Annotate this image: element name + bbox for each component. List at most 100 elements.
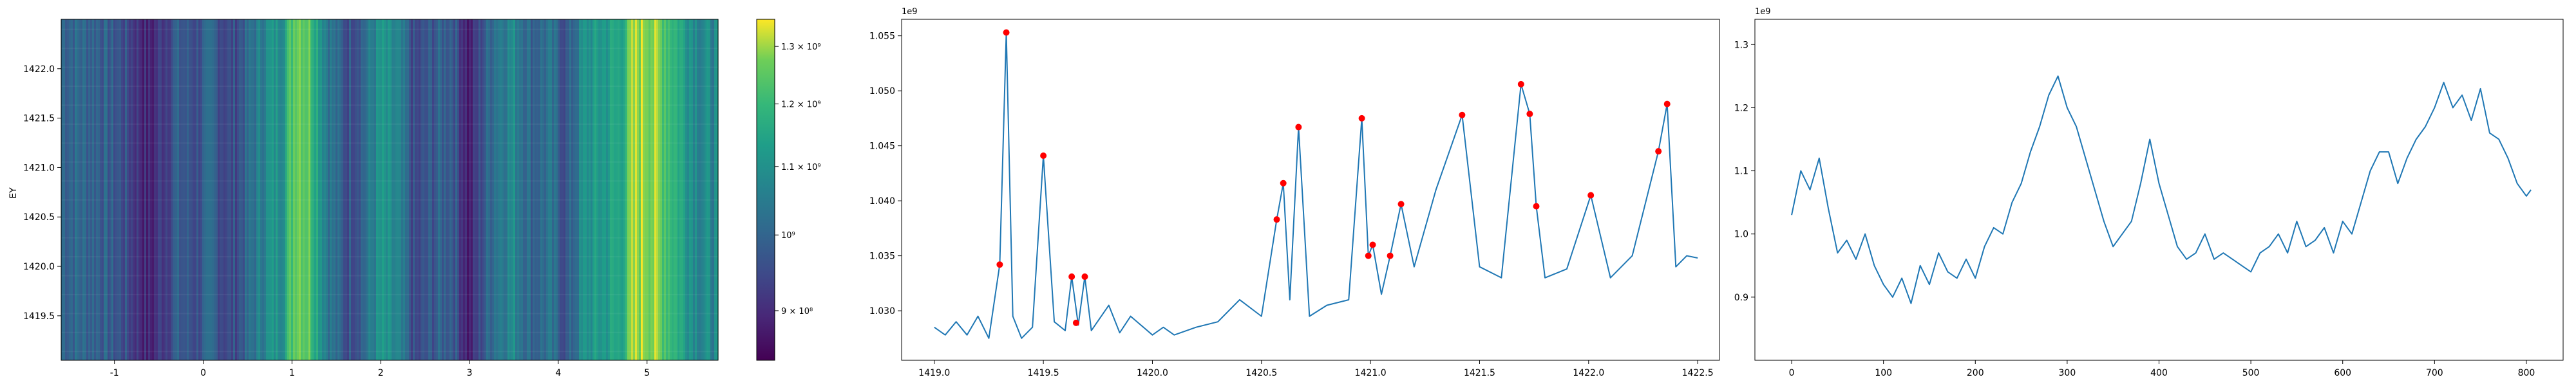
heatmap-column [169, 19, 172, 360]
heatmap-column [272, 19, 274, 360]
heatmap-column [442, 19, 444, 360]
heatmap-column [658, 19, 661, 360]
heatmap-column [181, 19, 184, 360]
x-tick-label: 1421.5 [1464, 368, 1495, 378]
heatmap-column [363, 19, 365, 360]
x-tick-label: 200 [1967, 368, 1984, 378]
peaks-line-panel: 1e9 1419.0 1419.5 1420.0 1420.5 1421.0 1421.5… [869, 7, 1720, 378]
heatmap-column [310, 19, 313, 360]
heatmap-row-band [61, 86, 718, 87]
heatmap-column [138, 19, 141, 360]
heatmap-column [156, 19, 158, 360]
heatmap-column [270, 19, 272, 360]
heatmap-row-band [61, 48, 718, 50]
heatmap-column [589, 19, 591, 360]
heatmap-column [592, 19, 595, 360]
heatmap-column [575, 19, 578, 360]
heatmap-column [359, 19, 361, 360]
heatmap-x-tick-label: -1 [110, 368, 119, 378]
heatmap-column [171, 19, 174, 360]
heatmap-column [372, 19, 375, 360]
heatmap-column [129, 19, 131, 360]
heatmap-column [602, 19, 605, 360]
heatmap-column [98, 19, 100, 360]
heatmap-column [361, 19, 363, 360]
heatmap-column [643, 19, 645, 360]
heatmap-column [710, 19, 713, 360]
heatmap-column [546, 19, 549, 360]
heatmap-column [647, 19, 649, 360]
heatmap-column [281, 19, 284, 360]
heatmap-column [614, 19, 616, 360]
heatmap-column [200, 19, 203, 360]
heatmap-column [204, 19, 207, 360]
y-tick-label: 1.035 [869, 252, 895, 262]
heatmap-column [366, 19, 369, 360]
heatmap-column [260, 19, 263, 360]
heatmap-column [652, 19, 655, 360]
heatmap-column [179, 19, 182, 360]
x-tick-label: 800 [2518, 368, 2535, 378]
heatmap-column [345, 19, 348, 360]
y-tick-label: 0.9 [1734, 293, 1748, 303]
peak-marker [1295, 124, 1302, 131]
y-tick-label: 1.1 [1734, 167, 1748, 177]
heatmap-column [287, 19, 290, 360]
heatmap-column [567, 19, 570, 360]
heatmap-column [716, 19, 719, 360]
heatmap-row-band [61, 275, 718, 277]
heatmap-column [376, 19, 379, 360]
peaks-plot-frame [901, 19, 1720, 361]
heatmap-x-tick-label: 3 [467, 368, 473, 378]
heatmap-column [515, 19, 518, 360]
heatmap-column [701, 19, 703, 360]
heatmap-column [90, 19, 93, 360]
heatmap-row-band [61, 218, 718, 220]
heatmap-column [583, 19, 585, 360]
heatmap-column [531, 19, 533, 360]
peak-marker [1280, 179, 1287, 187]
heatmap-column [332, 19, 334, 360]
heatmap-column [94, 19, 97, 360]
heatmap-column [150, 19, 153, 360]
heatmap-column [173, 19, 176, 360]
heatmap-column [274, 19, 276, 360]
heatmap-column [133, 19, 135, 360]
peak-marker [1459, 111, 1466, 118]
heatmap-column [202, 19, 205, 360]
heatmap-column [152, 19, 155, 360]
y-tick-label: 1.045 [869, 142, 895, 152]
peak-marker [1655, 148, 1662, 155]
heatmap-column [424, 19, 427, 360]
colorbar-ticks: 9 × 10⁸ 10⁹ 1.1 × 10⁹ 1.2 × 10⁹ 1.3 × 10⁹ [775, 42, 821, 317]
heatmap-column [504, 19, 506, 360]
heatmap-column [100, 19, 102, 360]
heatmap-column [616, 19, 618, 360]
heatmap-column [140, 19, 143, 360]
peak-marker [1072, 319, 1079, 326]
heatmap-column [455, 19, 458, 360]
heatmap-column [241, 19, 243, 360]
heatmap-column [368, 19, 371, 360]
heatmap-column [390, 19, 392, 360]
heatmap-column [71, 19, 73, 360]
heatmap-column [633, 19, 636, 360]
heatmap-column [121, 19, 124, 360]
heatmap-column [142, 19, 145, 360]
heatmap-column [258, 19, 261, 360]
peak-marker [1517, 80, 1524, 87]
heatmap-column [419, 19, 421, 360]
heatmap-column [507, 19, 510, 360]
heatmap-column [237, 19, 240, 360]
heatmap-column [699, 19, 701, 360]
heatmap-column [577, 19, 580, 360]
heatmap-column [268, 19, 270, 360]
heatmap-column [494, 19, 497, 360]
heatmap-column [523, 19, 526, 360]
heatmap-column [399, 19, 402, 360]
heatmap-column [573, 19, 576, 360]
series-line [934, 32, 1698, 339]
heatmap-column [666, 19, 668, 360]
index-y-ticks: 0.9 1.0 1.1 1.2 1.3 [1734, 40, 1755, 303]
heatmap-column [65, 19, 68, 360]
